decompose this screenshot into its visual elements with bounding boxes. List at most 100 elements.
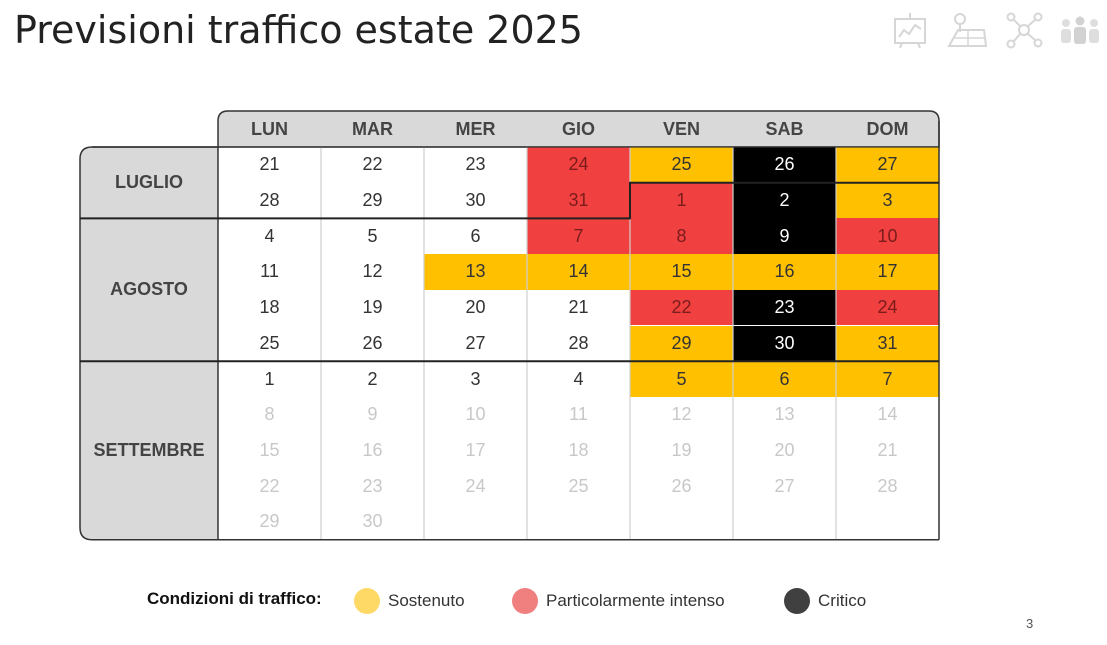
day-cell: 11 (260, 261, 279, 282)
day-cell: 29 (630, 325, 733, 362)
day-cell: 12 (671, 404, 692, 425)
top-icons-bar (890, 10, 1105, 54)
day-cell: 12 (362, 261, 383, 282)
day-cell: 26 (362, 332, 383, 353)
day-cell: 14 (877, 404, 898, 425)
day-cell: 29 (259, 511, 280, 532)
day-cell: 3 (836, 182, 939, 219)
day-cell: 13 (774, 404, 795, 425)
day-cell: 27 (774, 475, 795, 496)
day-header-gio: GIO (561, 118, 595, 139)
month-label-agosto: AGOSTO (80, 218, 218, 362)
legend-label: Condizioni di traffico: (147, 589, 322, 608)
day-cell: 4 (264, 225, 275, 246)
day-cell: 9 (367, 404, 378, 425)
day-cell: 24 (465, 475, 486, 496)
day-cell: 28 (568, 332, 589, 353)
legend-dot-intenso (512, 588, 538, 614)
legend-item-intenso: Particolarmente intenso (512, 588, 725, 614)
month-label-settembre: SETTEMBRE (80, 361, 218, 540)
day-cell: 23 (465, 154, 486, 175)
day-cell: 25 (568, 475, 589, 496)
day-cell: 16 (362, 439, 383, 460)
day-cell: 25 (259, 332, 280, 353)
day-cell: 31 (836, 325, 939, 362)
legend-dot-sostenuto (354, 588, 380, 614)
day-cell (424, 504, 527, 540)
day-cell (733, 504, 836, 540)
day-cell: 16 (733, 254, 836, 290)
day-cell: 28 (259, 190, 280, 211)
day-cell: 17 (465, 439, 486, 460)
day-cell: 20 (465, 297, 486, 318)
day-cell: 13 (424, 254, 527, 290)
presentation-board-icon (894, 13, 926, 49)
day-cell: 7 (836, 361, 939, 397)
field-map-icon (947, 13, 988, 47)
day-cell: 17 (836, 254, 939, 290)
day-cell: 8 (630, 218, 733, 255)
legend-text-intenso: Particolarmente intenso (546, 591, 725, 610)
people-group-icon (1061, 16, 1099, 44)
day-cell: 2 (733, 182, 836, 219)
day-cell: 7 (527, 218, 630, 255)
day-cell: 14 (527, 254, 630, 290)
day-cell: 31 (527, 182, 630, 219)
legend-item-sostenuto: Sostenuto (354, 588, 465, 614)
legend-dot-critico (784, 588, 810, 614)
day-header-sab: SAB (765, 118, 804, 139)
day-cell: 5 (367, 225, 378, 246)
day-cell: 27 (836, 147, 939, 183)
day-cell: 10 (836, 218, 939, 255)
day-cell (527, 504, 630, 540)
day-cell: 19 (362, 297, 383, 318)
day-cell: 29 (362, 190, 383, 211)
day-cell: 15 (259, 439, 280, 460)
day-cell: 10 (465, 404, 486, 425)
day-cell: 1 (630, 182, 733, 219)
day-header-dom: DOM (866, 118, 909, 139)
day-cell: 21 (877, 439, 898, 460)
legend-text-critico: Critico (818, 591, 867, 610)
day-cell: 21 (568, 297, 589, 318)
day-cell: 8 (264, 404, 275, 425)
month-label-luglio: LUGLIO (80, 147, 218, 219)
day-header-lun: LUN (251, 118, 288, 139)
day-cell: 22 (362, 154, 383, 175)
day-cell: 27 (465, 332, 486, 353)
day-cell: 30 (362, 511, 383, 532)
day-cell (630, 504, 733, 540)
day-cell: 18 (259, 297, 280, 318)
day-cell: 6 (470, 225, 481, 246)
day-header-mer: MER (455, 118, 496, 139)
day-cell: 1 (264, 368, 275, 389)
day-cell: 25 (630, 147, 733, 183)
day-cell: 21 (259, 154, 280, 175)
page-number: 3 (1026, 616, 1034, 631)
day-cell: 23 (362, 475, 383, 496)
page-title: Previsioni traffico estate 2025 (14, 8, 583, 52)
day-cell: 5 (630, 361, 733, 397)
day-cell: 30 (465, 190, 486, 211)
day-cell: 11 (569, 404, 588, 425)
network-icon (1006, 12, 1043, 49)
day-cell: 28 (877, 475, 898, 496)
day-cell: 18 (568, 439, 589, 460)
day-cell: 4 (573, 368, 584, 389)
day-cell: 15 (630, 254, 733, 290)
day-cell (836, 504, 939, 540)
day-cell: 26 (671, 475, 692, 496)
day-cell: 23 (733, 289, 836, 326)
legend-item-critico: Critico (784, 588, 866, 614)
day-cell: 26 (733, 147, 836, 183)
day-cell: 19 (671, 439, 692, 460)
day-cell: 2 (367, 368, 378, 389)
day-cell: 22 (259, 475, 280, 496)
day-header-ven: VEN (662, 118, 700, 139)
legend-text-sostenuto: Sostenuto (388, 591, 465, 610)
day-cell: 22 (630, 289, 733, 326)
day-cell: 24 (836, 289, 939, 326)
day-cell: 20 (774, 439, 795, 460)
day-cell: 6 (733, 361, 836, 397)
